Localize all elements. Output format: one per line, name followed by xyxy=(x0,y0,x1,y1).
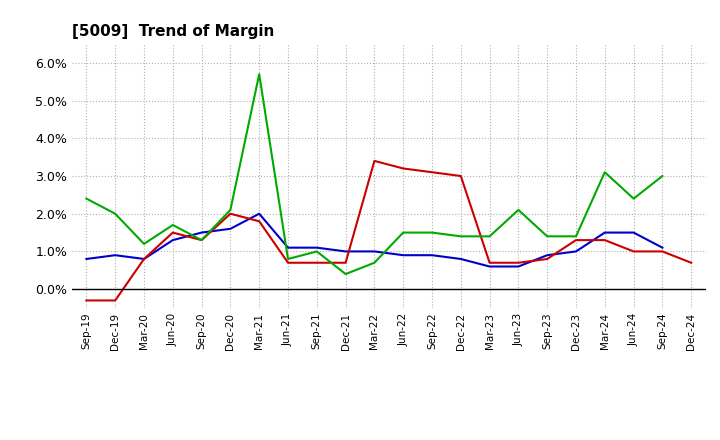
Ordinary Income xyxy=(572,249,580,254)
Operating Cashflow xyxy=(82,196,91,201)
Net Income xyxy=(514,260,523,265)
Ordinary Income xyxy=(399,253,408,258)
Ordinary Income xyxy=(168,238,177,243)
Operating Cashflow xyxy=(629,196,638,201)
Ordinary Income xyxy=(284,245,292,250)
Text: [5009]  Trend of Margin: [5009] Trend of Margin xyxy=(72,24,274,39)
Net Income xyxy=(284,260,292,265)
Net Income xyxy=(485,260,494,265)
Operating Cashflow xyxy=(168,222,177,227)
Ordinary Income xyxy=(226,226,235,231)
Ordinary Income xyxy=(312,245,321,250)
Ordinary Income xyxy=(485,264,494,269)
Net Income xyxy=(456,173,465,179)
Operating Cashflow xyxy=(543,234,552,239)
Net Income xyxy=(572,238,580,243)
Operating Cashflow xyxy=(658,173,667,179)
Operating Cashflow xyxy=(572,234,580,239)
Net Income xyxy=(197,238,206,243)
Ordinary Income xyxy=(514,264,523,269)
Operating Cashflow xyxy=(312,249,321,254)
Net Income xyxy=(629,249,638,254)
Net Income xyxy=(341,260,350,265)
Operating Cashflow xyxy=(514,207,523,213)
Ordinary Income xyxy=(658,245,667,250)
Net Income xyxy=(255,219,264,224)
Ordinary Income xyxy=(140,257,148,262)
Net Income xyxy=(226,211,235,216)
Net Income xyxy=(543,257,552,262)
Operating Cashflow xyxy=(284,257,292,262)
Net Income xyxy=(399,166,408,171)
Operating Cashflow xyxy=(600,169,609,175)
Ordinary Income xyxy=(111,253,120,258)
Ordinary Income xyxy=(82,257,91,262)
Ordinary Income xyxy=(370,249,379,254)
Ordinary Income xyxy=(341,249,350,254)
Net Income xyxy=(428,169,436,175)
Net Income xyxy=(111,298,120,303)
Net Income xyxy=(168,230,177,235)
Ordinary Income xyxy=(543,253,552,258)
Net Income xyxy=(687,260,696,265)
Net Income xyxy=(658,249,667,254)
Operating Cashflow xyxy=(428,230,436,235)
Operating Cashflow xyxy=(399,230,408,235)
Operating Cashflow xyxy=(111,211,120,216)
Operating Cashflow xyxy=(341,271,350,277)
Ordinary Income xyxy=(456,257,465,262)
Net Income xyxy=(312,260,321,265)
Operating Cashflow xyxy=(140,241,148,246)
Ordinary Income xyxy=(255,211,264,216)
Ordinary Income xyxy=(600,230,609,235)
Ordinary Income xyxy=(197,230,206,235)
Line: Ordinary Income: Ordinary Income xyxy=(86,214,662,267)
Operating Cashflow xyxy=(456,234,465,239)
Net Income xyxy=(370,158,379,164)
Operating Cashflow xyxy=(485,234,494,239)
Net Income xyxy=(600,238,609,243)
Line: Net Income: Net Income xyxy=(86,161,691,301)
Ordinary Income xyxy=(629,230,638,235)
Operating Cashflow xyxy=(197,238,206,243)
Operating Cashflow xyxy=(255,72,264,77)
Operating Cashflow xyxy=(226,207,235,213)
Operating Cashflow xyxy=(370,260,379,265)
Ordinary Income xyxy=(428,253,436,258)
Net Income xyxy=(140,257,148,262)
Line: Operating Cashflow: Operating Cashflow xyxy=(86,74,662,274)
Net Income xyxy=(82,298,91,303)
